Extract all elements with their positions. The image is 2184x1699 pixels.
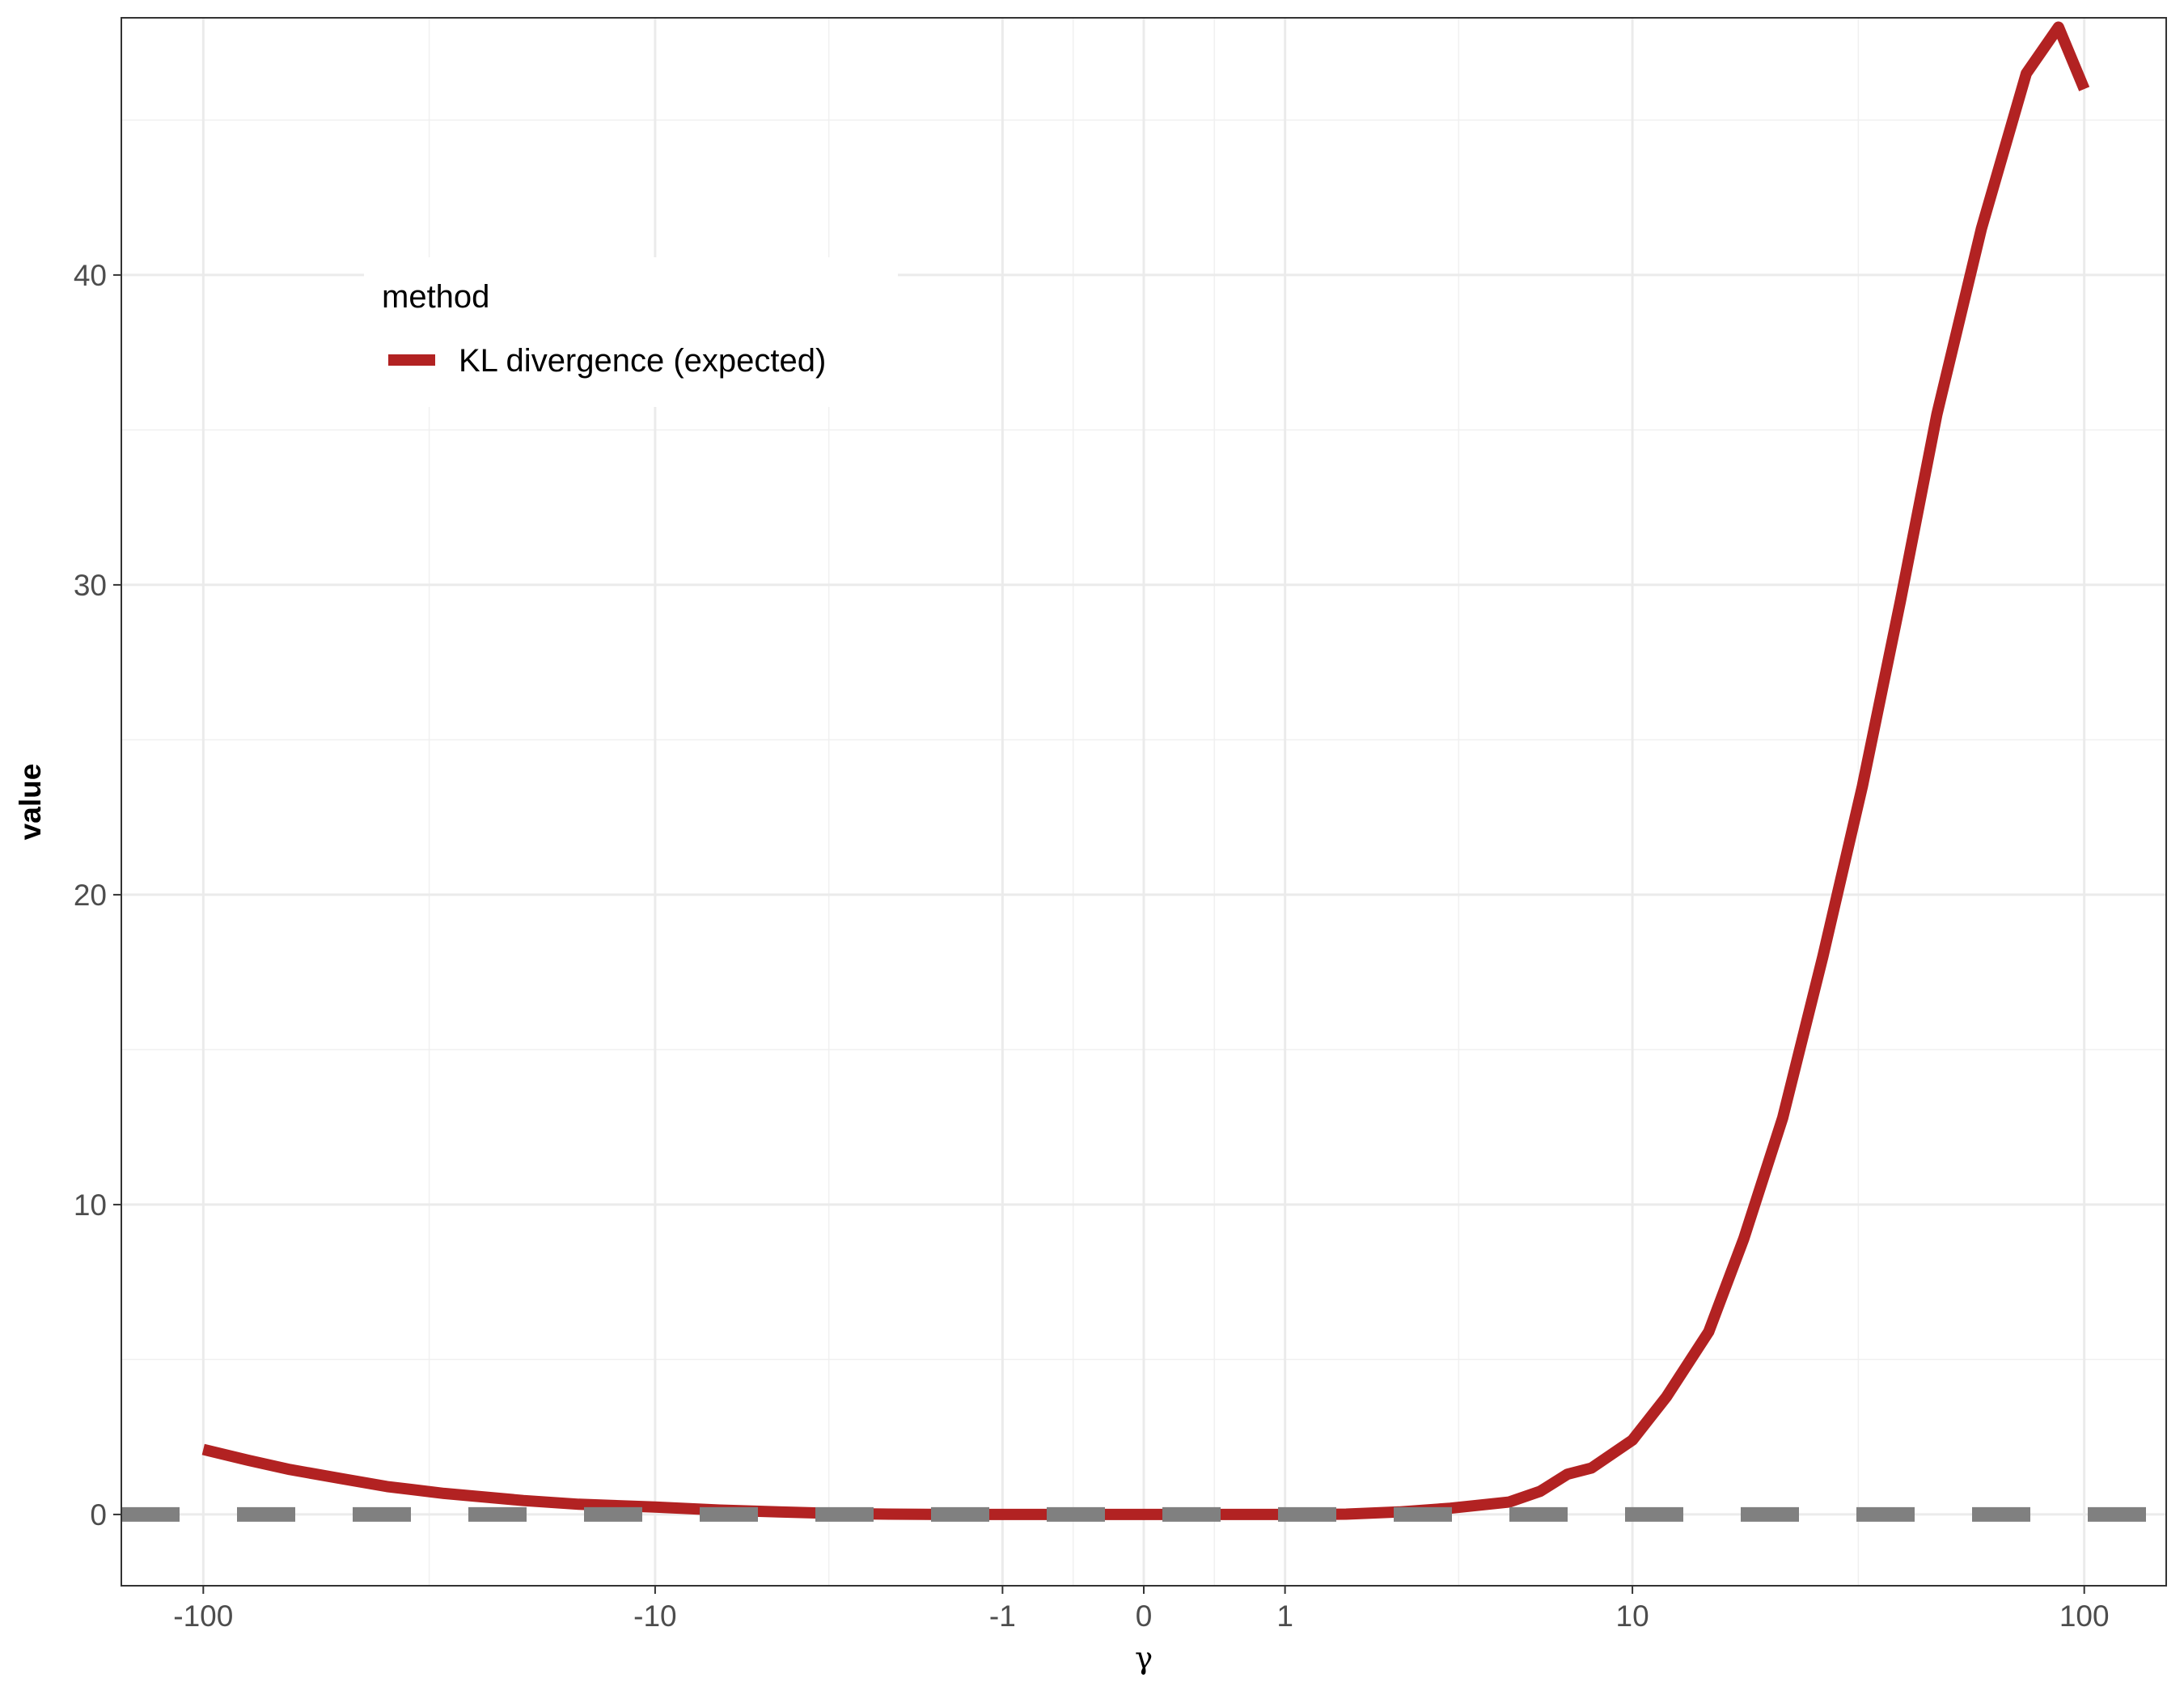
legend: method KL divergence (expected) [364, 257, 898, 407]
x-tick-label: 0 [1136, 1599, 1153, 1633]
x-tick-label: -1 [989, 1599, 1016, 1633]
y-tick-label: 10 [74, 1188, 107, 1222]
series-line-kl-divergence [201, 21, 2090, 1520]
x-axis-title: γ [1135, 1641, 1153, 1676]
y-tick-label: 30 [74, 569, 107, 602]
x-tick-label: 10 [1616, 1599, 1649, 1633]
y-axis-title: value [14, 764, 47, 841]
x-axis: -100 -10 -1 0 1 10 100 [173, 1586, 2110, 1633]
legend-box [364, 257, 898, 407]
y-tick-label: 20 [74, 879, 107, 912]
y-tick-label: 0 [90, 1498, 107, 1532]
y-axis: 0 10 20 30 40 [74, 259, 121, 1532]
x-tick-label: -100 [173, 1599, 233, 1633]
x-tick-label: 1 [1276, 1599, 1293, 1633]
major-gridlines [121, 18, 2166, 1586]
legend-label-kl-divergence: KL divergence (expected) [459, 343, 826, 379]
series-layer [121, 21, 2166, 1522]
x-tick-label: -10 [633, 1599, 676, 1633]
x-tick-label: 100 [2059, 1599, 2110, 1633]
y-tick-label: 40 [74, 259, 107, 292]
legend-title: method [382, 279, 489, 315]
